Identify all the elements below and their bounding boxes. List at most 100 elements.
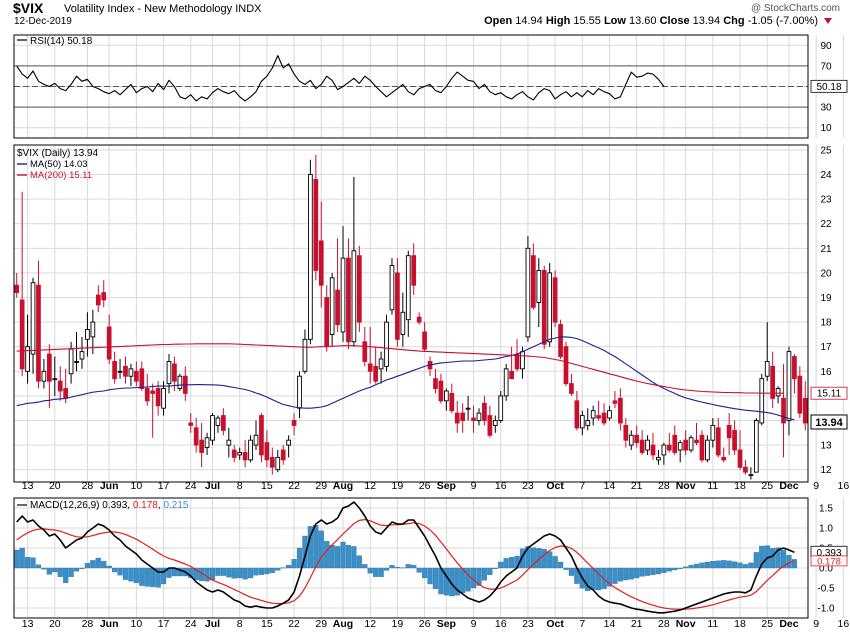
macd-histogram-bar [226, 567, 232, 578]
open-value: 14.94 [515, 15, 543, 27]
rsi-current-label: 50.18 [816, 82, 841, 93]
price-tick-label: 13 [820, 441, 832, 452]
x-tick-label: 8 [237, 480, 243, 492]
candle-body [492, 420, 498, 426]
x-tick-label: Oct [546, 618, 564, 630]
candle-body [340, 257, 346, 333]
x-tick-label: 16 [838, 480, 850, 492]
candle-body [172, 363, 177, 382]
x-tick-label: 16 [838, 618, 850, 630]
candle-body [324, 297, 330, 348]
macd-histogram-bar [90, 560, 96, 569]
candle-body [710, 424, 716, 441]
x-tick-label: Jun [100, 618, 119, 630]
macd-histogram-bar [753, 552, 759, 569]
candle-body [57, 380, 63, 392]
macd-tick-label: 1.5 [819, 504, 833, 515]
price-tick-label: 20 [820, 268, 832, 279]
candle-body [329, 277, 335, 335]
candle-body [215, 417, 221, 426]
macd-histogram-bar [492, 567, 498, 569]
candle-body [737, 449, 743, 468]
candle-body [188, 422, 194, 426]
candle-body [509, 370, 514, 380]
ma200-current-label: 15.11 [817, 389, 842, 400]
open-label: Open [484, 15, 513, 27]
candle-body [531, 255, 536, 308]
candle-body [134, 370, 139, 382]
macd-histogram-bar [150, 567, 156, 587]
price-tick-label: 16 [820, 367, 832, 378]
candle-body [726, 424, 732, 439]
macd-legend: MACD(12,26,9) 0.393, 0.178, 0.215 [30, 500, 189, 511]
x-tick-label: Aug [333, 618, 353, 630]
security-name: Volatility Index - New Methodology [64, 3, 233, 15]
candle-body [63, 388, 69, 399]
candle-body [155, 388, 161, 407]
exchange: INDX [235, 3, 262, 15]
macd-histogram-bar [394, 567, 401, 569]
x-tick-label: 28 [82, 618, 94, 630]
candle-body [482, 402, 487, 421]
candle-body [541, 270, 547, 345]
candle-body [74, 361, 79, 363]
symbol: $VIX [13, 0, 44, 16]
price-current-label: 13.94 [815, 417, 843, 429]
x-tick-label: 21 [631, 480, 643, 492]
x-tick-label: 16 [495, 618, 507, 630]
macd-histogram-bar [634, 567, 640, 579]
macd-histogram-bar [112, 567, 118, 573]
x-tick-label: Sep [437, 480, 456, 492]
macd-histogram-bar [503, 558, 509, 569]
rsi-tick-label: 90 [820, 41, 832, 52]
chg-down-triangle-icon [824, 18, 832, 24]
candle-body [797, 375, 803, 414]
macd-histogram-bar [68, 567, 74, 577]
macd-histogram-bar [443, 567, 449, 596]
candle-body [128, 368, 134, 377]
ma200-legend: MA(200) 15.11 [30, 170, 92, 181]
candle-body [362, 341, 368, 362]
macd-histogram-bar [220, 567, 226, 576]
candle-body [52, 378, 58, 381]
candle-body [732, 429, 737, 451]
price-tick-label: 17 [820, 342, 832, 353]
candle-body [112, 361, 117, 380]
low-value: 13.60 [629, 15, 657, 27]
macd-histogram-bar [35, 564, 42, 569]
macd-histogram-bar [79, 567, 85, 569]
candle-body [764, 361, 770, 377]
candle-body [46, 353, 52, 382]
candle-body [449, 392, 455, 412]
x-tick-label: 17 [158, 618, 170, 630]
candle-body [699, 434, 705, 461]
macd-histogram-bar [133, 567, 139, 583]
x-tick-label: 9 [813, 480, 819, 492]
candle-body [569, 383, 574, 394]
macd-histogram-bar [465, 567, 471, 592]
candle-body [721, 456, 727, 461]
candle-body [248, 439, 253, 461]
candle-body [748, 474, 754, 477]
rsi-current-box [810, 79, 848, 93]
macd-histogram-bar [378, 567, 384, 577]
macd-histogram-bar [460, 567, 466, 593]
candle-body [792, 356, 797, 380]
x-tick-label: 28 [658, 480, 670, 492]
candle-body [574, 400, 580, 429]
macd-histogram-bar [650, 567, 656, 575]
macd-histogram-bar [552, 556, 558, 569]
x-tick-label: Oct [546, 480, 564, 492]
macd-histogram-bar [726, 560, 732, 569]
x-tick-label: 15 [261, 618, 273, 630]
x-tick-label: 10 [131, 618, 143, 630]
candle-body [144, 388, 150, 402]
macd-histogram-bar [242, 567, 248, 580]
candle-body [405, 255, 411, 321]
macd-histogram-bar [639, 567, 645, 577]
candle-body [269, 456, 275, 468]
candle-body [36, 284, 41, 382]
candle-body [79, 351, 85, 360]
candle-body [117, 370, 123, 373]
candle-body [411, 255, 417, 286]
